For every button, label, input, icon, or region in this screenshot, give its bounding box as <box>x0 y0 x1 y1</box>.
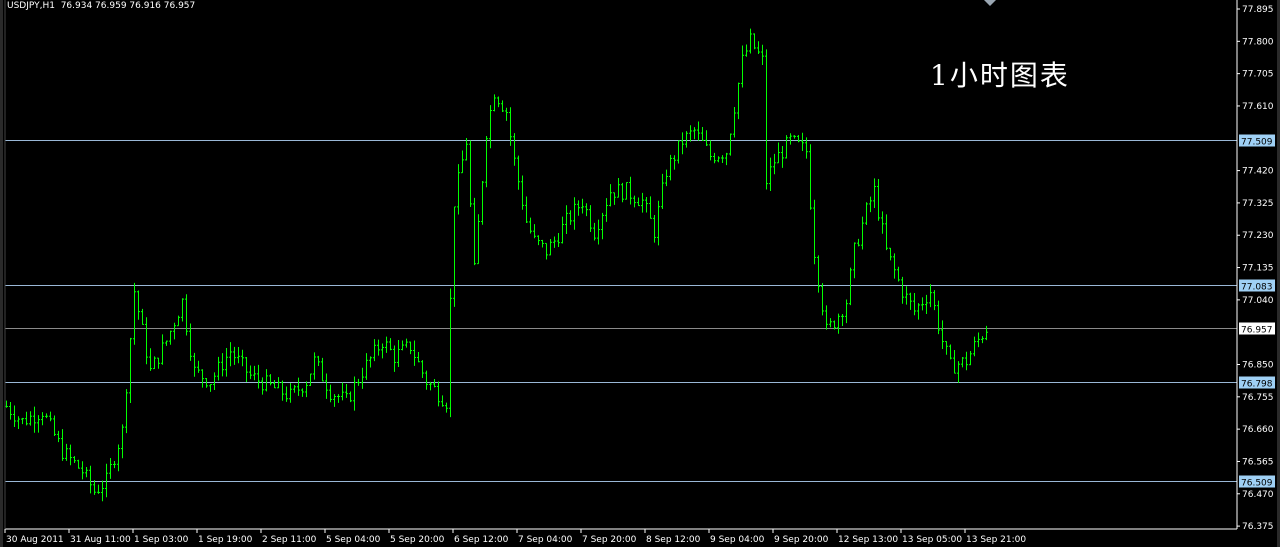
price-tick-label: 77.705 <box>1242 70 1274 80</box>
candles <box>5 28 988 502</box>
time-tick-label: 7 Sep 20:00 <box>582 535 637 545</box>
level-label: 76.798 <box>1241 380 1273 390</box>
current-price-label-box <box>1239 322 1275 335</box>
price-tick-label: 77.800 <box>1242 37 1274 47</box>
time-tick-label: 12 Sep 13:00 <box>838 535 898 545</box>
ohlc-values: 76.934 76.959 76.916 76.957 <box>60 1 196 11</box>
level-label: 76.509 <box>1241 479 1273 489</box>
time-tick-label: 9 Sep 20:00 <box>774 535 829 545</box>
price-tick-label: 76.470 <box>1242 490 1274 500</box>
chart-title: USDJPY,H1 76.934 76.959 76.916 76.957 <box>7 1 195 11</box>
time-tick-label: 6 Sep 12:00 <box>454 535 509 545</box>
chart-annotation: 1小时图表 <box>930 59 1070 92</box>
time-tick-label: 30 Aug 2011 <box>6 535 64 545</box>
price-tick-label: 77.420 <box>1242 167 1274 177</box>
price-tick-label: 77.610 <box>1242 102 1274 112</box>
horizontal-levels: 77.509 77.083 76.957 76.798 76.509 <box>5 134 1275 489</box>
price-tick-label: 76.565 <box>1242 457 1274 467</box>
price-axis: 77.895 77.800 77.705 77.610 77.420 77.325 77.2… <box>1236 0 1274 532</box>
price-tick-label: 76.660 <box>1242 425 1274 435</box>
level-label-box <box>1239 475 1275 488</box>
level-label: 77.083 <box>1241 283 1273 293</box>
time-tick-label: 1 Sep 19:00 <box>198 535 253 545</box>
price-tick-label: 77.230 <box>1242 231 1274 241</box>
time-tick-label: 5 Sep 04:00 <box>326 535 381 545</box>
chart-shift-marker-icon[interactable] <box>984 0 996 6</box>
symbol-label: USDJPY,H1 <box>7 1 55 11</box>
window-right-border <box>1277 0 1280 547</box>
current-price-label: 76.957 <box>1241 326 1273 336</box>
price-tick-label: 77.325 <box>1242 199 1274 209</box>
time-tick-label: 31 Aug 11:00 <box>70 535 131 545</box>
level-label-box <box>1239 134 1275 147</box>
time-tick-label: 13 Sep 21:00 <box>966 535 1026 545</box>
time-tick-label: 1 Sep 03:00 <box>134 535 189 545</box>
price-tick-label: 76.375 <box>1242 522 1274 532</box>
price-tick-label: 77.135 <box>1242 264 1274 274</box>
time-axis: 30 Aug 2011 31 Aug 11:00 1 Sep 03:00 1 Sep … <box>4 0 1237 545</box>
time-tick-label: 9 Sep 04:00 <box>710 535 765 545</box>
time-tick-label: 5 Sep 20:00 <box>390 535 445 545</box>
time-tick-label: 8 Sep 12:00 <box>646 535 701 545</box>
time-tick-label: 2 Sep 11:00 <box>262 535 317 545</box>
time-tick-label: 13 Sep 05:00 <box>902 535 962 545</box>
price-tick-label: 76.755 <box>1242 393 1274 403</box>
window-left-border <box>0 0 3 547</box>
price-tick-label: 76.850 <box>1242 361 1274 371</box>
time-tick-label: 7 Sep 04:00 <box>518 535 573 545</box>
level-label: 77.509 <box>1241 138 1273 148</box>
price-tick-label: 77.040 <box>1242 296 1274 306</box>
price-tick-label: 77.895 <box>1242 5 1274 15</box>
level-label-box <box>1239 279 1275 292</box>
level-label-box <box>1239 376 1275 389</box>
